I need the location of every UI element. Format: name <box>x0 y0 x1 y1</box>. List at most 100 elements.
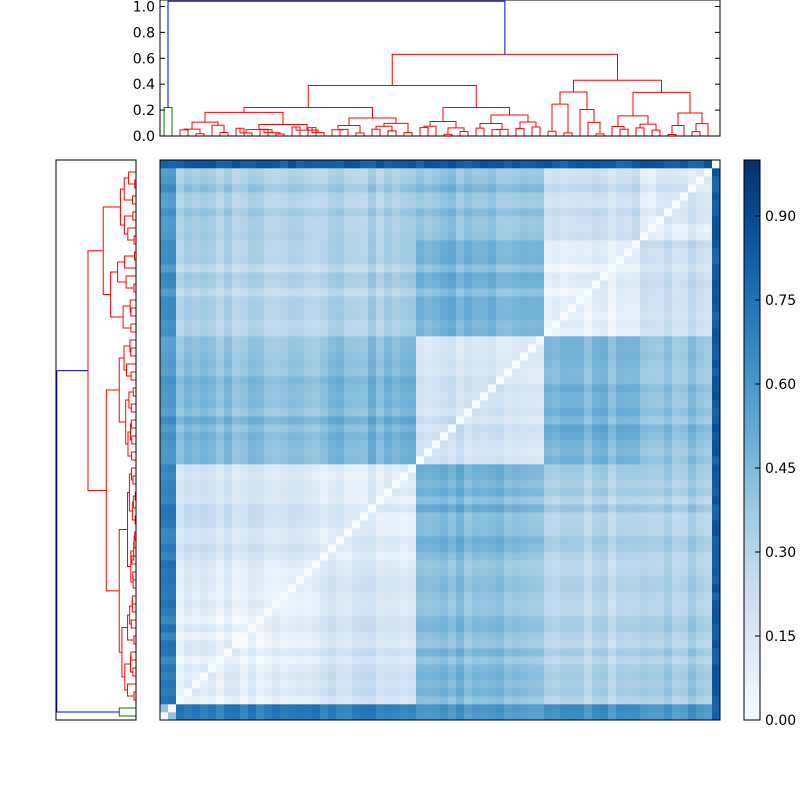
heatmap-cell <box>280 688 289 697</box>
heatmap-cell <box>176 296 185 305</box>
heatmap-cell <box>192 344 201 353</box>
heatmap-cell <box>376 584 385 593</box>
heatmap-cell <box>544 576 553 585</box>
heatmap-cell <box>184 424 193 433</box>
heatmap-cell <box>168 256 177 265</box>
heatmap-cell <box>544 488 553 497</box>
heatmap-cell <box>512 216 521 225</box>
heatmap-cell <box>360 712 369 721</box>
heatmap-cell <box>312 200 321 209</box>
heatmap-cell <box>352 216 361 225</box>
heatmap-cell <box>192 280 201 289</box>
heatmap-cell <box>408 200 417 209</box>
heatmap-cell <box>200 424 209 433</box>
heatmap-cell <box>696 424 705 433</box>
heatmap-cell <box>480 552 489 561</box>
heatmap-cell <box>256 680 265 689</box>
heatmap-cell <box>496 376 505 385</box>
heatmap-cell <box>304 536 313 545</box>
heatmap-cell <box>360 296 369 305</box>
heatmap-cell <box>616 576 625 585</box>
heatmap-cell <box>208 648 217 657</box>
heatmap-cell <box>504 208 513 217</box>
heatmap-cell <box>264 168 273 177</box>
heatmap-cell <box>448 680 457 689</box>
heatmap-cell <box>224 632 233 641</box>
heatmap-cell <box>360 544 369 553</box>
heatmap-cell <box>544 408 553 417</box>
heatmap-cell <box>600 256 609 265</box>
heatmap-cell <box>448 368 457 377</box>
heatmap-cell <box>416 616 425 625</box>
heatmap-cell <box>408 520 417 529</box>
heatmap-cell <box>432 528 441 537</box>
heatmap-cell <box>368 392 377 401</box>
heatmap-cell <box>528 312 537 321</box>
heatmap-cell <box>376 208 385 217</box>
heatmap-cell <box>464 592 473 601</box>
heatmap-cell <box>296 640 305 649</box>
heatmap-cell <box>640 624 649 633</box>
heatmap-cell <box>712 520 721 529</box>
heatmap-cell <box>640 536 649 545</box>
heatmap-cell <box>216 360 225 369</box>
heatmap-cell <box>568 664 577 673</box>
heatmap-cell <box>472 352 481 361</box>
heatmap-cell <box>512 296 521 305</box>
heatmap-cell <box>424 264 433 273</box>
heatmap-cell <box>264 400 273 409</box>
heatmap-cell <box>232 272 241 281</box>
heatmap-cell <box>656 360 665 369</box>
heatmap-cell <box>248 400 257 409</box>
heatmap-cell <box>512 504 521 513</box>
heatmap-cell <box>304 520 313 529</box>
heatmap-cell <box>616 232 625 241</box>
heatmap-cell <box>336 712 345 721</box>
heatmap-cell <box>296 440 305 449</box>
heatmap-cell <box>464 664 473 673</box>
heatmap-cell <box>352 408 361 417</box>
heatmap-cell <box>320 616 329 625</box>
heatmap-cell <box>504 624 513 633</box>
heatmap-cell <box>344 576 353 585</box>
heatmap-cell <box>216 424 225 433</box>
heatmap-cell <box>504 200 513 209</box>
heatmap-cell <box>312 552 321 561</box>
heatmap-cell <box>640 160 649 169</box>
heatmap-cell <box>504 600 513 609</box>
heatmap-cell <box>456 656 465 665</box>
heatmap-cell <box>376 664 385 673</box>
heatmap-cell <box>488 360 497 369</box>
heatmap-cell <box>408 336 417 345</box>
heatmap-cell <box>592 184 601 193</box>
heatmap-cell <box>632 256 641 265</box>
heatmap-cell <box>312 616 321 625</box>
heatmap-cell <box>680 456 689 465</box>
heatmap-cell <box>264 344 273 353</box>
heatmap-cell <box>392 696 401 705</box>
heatmap-cell <box>336 512 345 521</box>
heatmap-cell <box>560 496 569 505</box>
heatmap-cell <box>584 560 593 569</box>
heatmap-cell <box>680 568 689 577</box>
heatmap-cell <box>424 464 433 473</box>
heatmap-cell <box>368 488 377 497</box>
heatmap-cell <box>264 160 273 169</box>
heatmap-cell <box>168 280 177 289</box>
heatmap-cell <box>584 592 593 601</box>
heatmap-cell <box>592 192 601 201</box>
heatmap-cell <box>488 200 497 209</box>
heatmap-cell <box>504 232 513 241</box>
heatmap-cell <box>200 480 209 489</box>
heatmap-cell <box>648 184 657 193</box>
heatmap-cell <box>528 336 537 345</box>
heatmap-cell <box>656 216 665 225</box>
heatmap-cell <box>288 208 297 217</box>
heatmap-cell <box>424 712 433 721</box>
heatmap-cell <box>472 248 481 257</box>
heatmap-cell <box>400 584 409 593</box>
heatmap-cell <box>296 320 305 329</box>
heatmap-cell <box>696 256 705 265</box>
heatmap-cell <box>224 384 233 393</box>
top-dendrogram-link <box>263 129 281 135</box>
